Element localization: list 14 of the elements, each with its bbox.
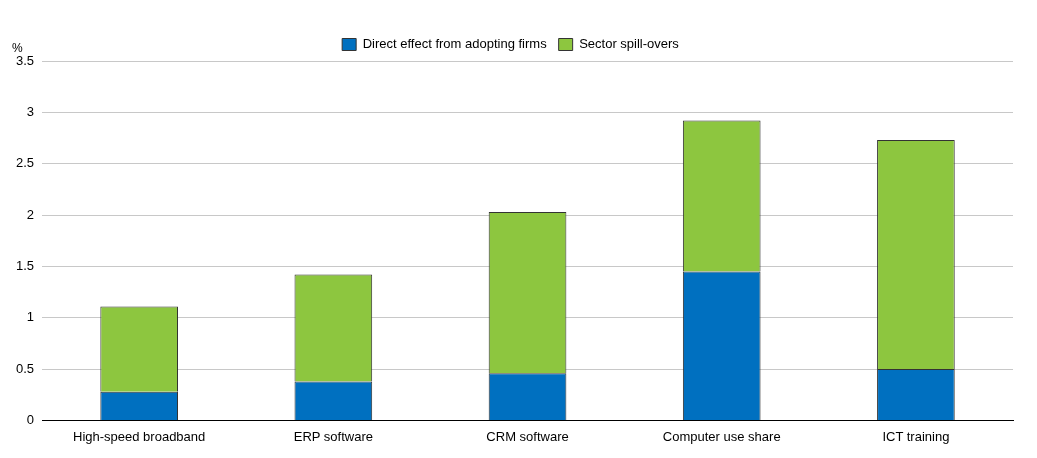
x-tick-label: Computer use share — [662, 428, 781, 444]
y-tick-label: 2 — [26, 206, 35, 222]
x-tick-label: High-speed broadband — [73, 428, 206, 444]
y-tick-label: 1 — [26, 309, 35, 325]
y-tick-label: 3 — [26, 103, 35, 119]
legend-label: Sector spill-overs — [579, 36, 680, 52]
y-tick-label: 0 — [26, 411, 35, 427]
x-tick-label: CRM software — [486, 428, 569, 444]
legend-label: Direct effect from adopting firms — [362, 36, 548, 52]
y-tick-label: 1.5 — [15, 257, 35, 273]
y-tick-label: 2.5 — [15, 155, 35, 171]
x-tick-label: ICT training — [882, 428, 950, 444]
y-tick-label: 0.5 — [15, 360, 35, 376]
x-tick-label: ERP software — [293, 428, 373, 444]
